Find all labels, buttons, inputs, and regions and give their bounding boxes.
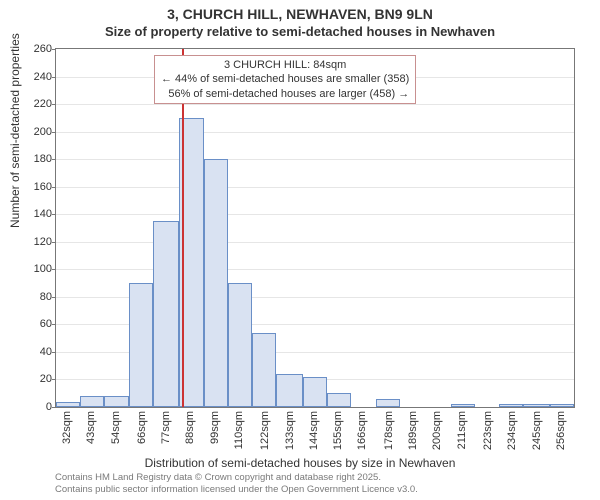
x-tick-label: 43sqm [85, 411, 97, 444]
gridline [56, 242, 574, 243]
y-tick-mark [52, 297, 56, 298]
histogram-bar [153, 221, 179, 407]
y-axis-label: Number of semi-detached properties [8, 33, 22, 228]
y-tick-mark [52, 352, 56, 353]
y-tick-mark [52, 132, 56, 133]
y-tick-mark [52, 104, 56, 105]
gridline [56, 132, 574, 133]
gridline [56, 214, 574, 215]
y-tick-label: 260 [34, 43, 52, 55]
histogram-bar [56, 402, 80, 408]
x-tick-label: 32sqm [61, 411, 73, 444]
x-axis-label: Distribution of semi-detached houses by … [0, 456, 600, 470]
histogram-bar [499, 404, 523, 407]
histogram-bar [276, 374, 302, 407]
x-tick-label: 122sqm [259, 411, 271, 450]
y-tick-label: 100 [34, 263, 52, 275]
y-tick-mark [52, 77, 56, 78]
x-tick-label: 178sqm [383, 411, 395, 450]
y-tick-mark [52, 379, 56, 380]
x-tick-label: 155sqm [332, 411, 344, 450]
annotation-title: 3 CHURCH HILL: 84sqm [161, 58, 409, 72]
x-tick-label: 245sqm [531, 411, 543, 450]
histogram-bar [550, 404, 574, 407]
x-tick-label: 99sqm [209, 411, 221, 444]
annotation-smaller: ← 44% of semi-detached houses are smalle… [161, 72, 409, 86]
y-tick-mark [52, 49, 56, 50]
x-tick-label: 77sqm [160, 411, 172, 444]
title-block: 3, CHURCH HILL, NEWHAVEN, BN9 9LN Size o… [0, 0, 600, 39]
x-tick-label: 189sqm [407, 411, 419, 450]
y-tick-label: 200 [34, 126, 52, 138]
annotation-box: 3 CHURCH HILL: 84sqm ← 44% of semi-detac… [154, 55, 416, 104]
y-tick-label: 140 [34, 208, 52, 220]
y-tick-mark [52, 407, 56, 408]
title-description: Size of property relative to semi-detach… [0, 24, 600, 39]
histogram-bar [303, 377, 327, 407]
x-tick-label: 211sqm [456, 411, 468, 449]
y-tick-mark [52, 159, 56, 160]
title-address: 3, CHURCH HILL, NEWHAVEN, BN9 9LN [0, 6, 600, 22]
y-tick-mark [52, 324, 56, 325]
x-tick-label: 66sqm [136, 411, 148, 444]
histogram-bar [80, 396, 104, 407]
footer-line1: Contains HM Land Registry data © Crown c… [55, 472, 418, 484]
x-tick-label: 144sqm [308, 411, 320, 450]
chart-container: 3, CHURCH HILL, NEWHAVEN, BN9 9LN Size o… [0, 0, 600, 500]
gridline [56, 187, 574, 188]
histogram-bar [376, 399, 400, 407]
x-tick-label: 256sqm [555, 411, 567, 450]
histogram-bar [523, 404, 549, 407]
x-tick-label: 54sqm [110, 411, 122, 444]
histogram-bar [451, 404, 475, 407]
y-tick-label: 160 [34, 181, 52, 193]
histogram-bar [228, 283, 252, 407]
x-tick-label: 166sqm [356, 411, 368, 450]
histogram-bar [327, 393, 351, 407]
x-tick-label: 234sqm [506, 411, 518, 450]
annotation-larger: 56% of semi-detached houses are larger (… [161, 87, 409, 101]
y-tick-mark [52, 214, 56, 215]
gridline [56, 104, 574, 105]
footer-line2: Contains public sector information licen… [55, 484, 418, 496]
y-tick-label: 40 [40, 346, 52, 358]
y-tick-label: 20 [40, 373, 52, 385]
y-tick-label: 0 [46, 401, 52, 413]
y-tick-label: 180 [34, 153, 52, 165]
x-tick-label: 110sqm [233, 411, 245, 449]
histogram-bar [129, 283, 153, 407]
y-tick-mark [52, 187, 56, 188]
y-tick-mark [52, 269, 56, 270]
histogram-bar [252, 333, 276, 407]
x-tick-label: 223sqm [482, 411, 494, 450]
gridline [56, 159, 574, 160]
y-tick-label: 60 [40, 318, 52, 330]
y-tick-label: 120 [34, 236, 52, 248]
y-tick-label: 80 [40, 291, 52, 303]
footer-attribution: Contains HM Land Registry data © Crown c… [55, 472, 418, 496]
y-tick-label: 220 [34, 98, 52, 110]
histogram-bar [204, 159, 228, 407]
y-tick-label: 240 [34, 71, 52, 83]
histogram-bar [104, 396, 128, 407]
y-tick-mark [52, 242, 56, 243]
plot-area: 020406080100120140160180200220240260 3 C… [55, 48, 575, 408]
gridline [56, 269, 574, 270]
x-tick-label: 133sqm [284, 411, 296, 450]
x-tick-label: 200sqm [431, 411, 443, 450]
x-tick-label: 88sqm [184, 411, 196, 444]
